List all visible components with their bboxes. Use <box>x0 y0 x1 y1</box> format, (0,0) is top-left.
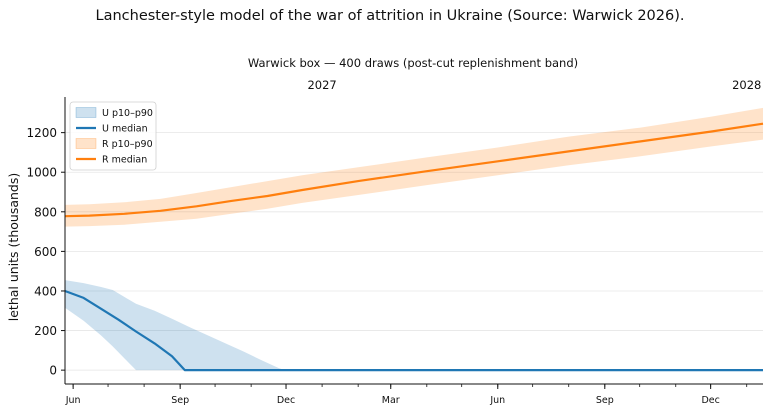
x-tick-label: Jun <box>65 395 81 406</box>
x-tick-label: Jun <box>489 395 505 406</box>
legend-label: R median <box>102 155 147 166</box>
y-tick-label: 1200 <box>26 126 57 140</box>
y-tick-label: 600 <box>34 245 57 259</box>
year-label: 2028 <box>732 78 761 92</box>
y-axis-label: lethal units (thousands) <box>6 173 21 322</box>
axes: 0 200 400 600 800 1000 1200 Jun Sep Dec Mar Jun Sep D… <box>26 78 763 406</box>
legend-box <box>69 101 157 171</box>
chart-title: Lanchester-style model of the war of att… <box>96 8 685 24</box>
legend-label: U p10–p90 <box>102 108 153 119</box>
lines <box>64 122 764 372</box>
series-line <box>64 289 763 372</box>
y-tick-label: 1000 <box>26 166 57 180</box>
x-tick-label: Dec <box>277 395 295 406</box>
legend-label: R p10–p90 <box>102 139 153 150</box>
x-tick-label: Sep <box>596 395 614 406</box>
y-tick-label: 400 <box>34 284 57 298</box>
y-tick-label: 800 <box>34 205 57 219</box>
legend: U p10–p90 U median R p10–p90 R median <box>69 101 157 171</box>
year-label: 2027 <box>307 78 336 92</box>
y-tick-label: 0 <box>49 364 57 378</box>
bands <box>65 107 763 371</box>
series-line <box>64 122 764 218</box>
legend-swatch <box>75 107 97 118</box>
legend-swatch <box>75 138 97 149</box>
band-1f77b4 <box>65 280 763 371</box>
y-tick-label: 200 <box>34 324 57 338</box>
x-tick-label: Sep <box>171 395 189 406</box>
legend-label: U median <box>102 124 148 135</box>
x-tick-label: Dec <box>701 395 719 406</box>
band-ff7f0e <box>65 107 763 227</box>
x-tick-label: Mar <box>382 395 400 406</box>
chart-subtitle: Warwick box — 400 draws (post-cut replen… <box>248 56 578 70</box>
